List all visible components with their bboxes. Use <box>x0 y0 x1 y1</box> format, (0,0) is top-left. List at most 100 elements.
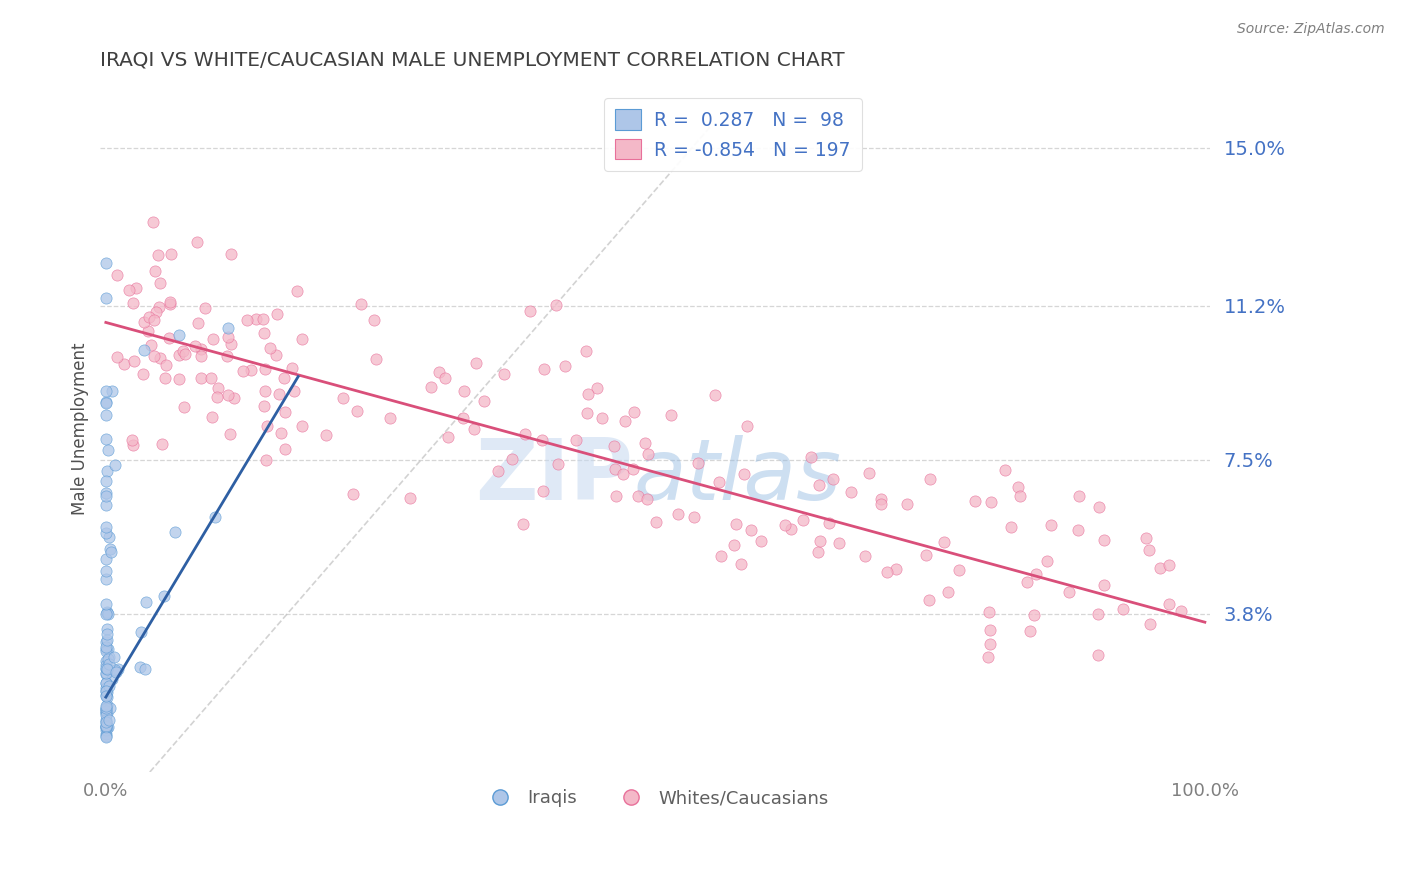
Point <box>94 676 117 690</box>
Point <box>427 365 450 379</box>
Point <box>173 400 195 414</box>
Point <box>591 411 613 425</box>
Point <box>612 467 634 482</box>
Point <box>98 542 121 557</box>
Point <box>807 477 830 491</box>
Point <box>219 247 242 261</box>
Point <box>501 452 523 467</box>
Point <box>315 427 337 442</box>
Point <box>267 387 290 401</box>
Point <box>94 706 117 721</box>
Point <box>96 640 118 654</box>
Point <box>96 698 118 712</box>
Point <box>101 672 124 686</box>
Point <box>1137 542 1160 557</box>
Point <box>105 268 128 283</box>
Point <box>94 552 117 566</box>
Point <box>100 544 122 558</box>
Point <box>94 408 117 422</box>
Point <box>254 453 277 467</box>
Point <box>122 438 145 452</box>
Point <box>979 624 1001 638</box>
Point <box>266 307 288 321</box>
Point <box>350 297 373 311</box>
Point <box>858 466 880 480</box>
Point <box>463 422 485 436</box>
Point <box>94 394 117 409</box>
Point <box>94 572 117 586</box>
Point <box>103 650 125 665</box>
Point <box>217 388 239 402</box>
Point <box>94 723 117 737</box>
Point <box>219 337 242 351</box>
Point <box>96 605 118 619</box>
Point <box>160 247 183 261</box>
Point <box>94 432 117 446</box>
Point <box>94 644 117 658</box>
Point <box>544 298 567 312</box>
Point <box>94 384 117 398</box>
Point <box>190 342 212 356</box>
Point <box>270 425 292 440</box>
Point <box>98 657 121 671</box>
Point <box>274 442 297 457</box>
Point <box>585 381 607 395</box>
Point <box>1170 604 1192 618</box>
Point <box>96 720 118 734</box>
Point <box>626 489 648 503</box>
Point <box>472 393 495 408</box>
Point <box>143 349 166 363</box>
Point <box>434 370 457 384</box>
Point <box>291 419 314 434</box>
Y-axis label: Male Unemployment: Male Unemployment <box>72 343 89 515</box>
Text: IRAQI VS WHITE/CAUCASIAN MALE UNEMPLOYMENT CORRELATION CHART: IRAQI VS WHITE/CAUCASIAN MALE UNEMPLOYME… <box>100 51 845 70</box>
Point <box>870 492 893 507</box>
Text: Source: ZipAtlas.com: Source: ZipAtlas.com <box>1237 22 1385 37</box>
Point <box>1092 533 1115 547</box>
Point <box>135 595 157 609</box>
Point <box>96 633 118 648</box>
Point <box>994 463 1017 477</box>
Point <box>821 472 844 486</box>
Point <box>129 660 152 674</box>
Point <box>876 565 898 579</box>
Point <box>207 381 229 395</box>
Point <box>96 627 118 641</box>
Point <box>94 681 117 695</box>
Point <box>686 457 709 471</box>
Point <box>703 388 725 402</box>
Point <box>918 593 941 607</box>
Point <box>94 498 117 512</box>
Point <box>94 701 117 715</box>
Point <box>96 465 118 479</box>
Point <box>217 330 239 344</box>
Point <box>174 347 197 361</box>
Point <box>96 642 118 657</box>
Legend: Iraqis, Whites/Caucasians: Iraqis, Whites/Caucasians <box>475 782 835 814</box>
Point <box>96 658 118 673</box>
Point <box>1067 490 1090 504</box>
Point <box>918 472 941 486</box>
Point <box>167 371 190 385</box>
Point <box>1087 648 1109 662</box>
Point <box>636 492 658 507</box>
Point <box>96 676 118 690</box>
Point <box>453 384 475 398</box>
Point <box>977 650 1000 665</box>
Point <box>808 533 831 548</box>
Point <box>1088 500 1111 515</box>
Point <box>637 447 659 461</box>
Point <box>1135 532 1157 546</box>
Point <box>118 283 141 297</box>
Point <box>273 371 295 385</box>
Point <box>281 360 304 375</box>
Point <box>94 666 117 681</box>
Point <box>366 351 388 366</box>
Point <box>979 606 1001 620</box>
Point <box>200 371 222 385</box>
Point <box>96 720 118 734</box>
Point <box>107 662 129 676</box>
Point <box>948 563 970 577</box>
Point <box>217 321 239 335</box>
Point <box>291 332 314 346</box>
